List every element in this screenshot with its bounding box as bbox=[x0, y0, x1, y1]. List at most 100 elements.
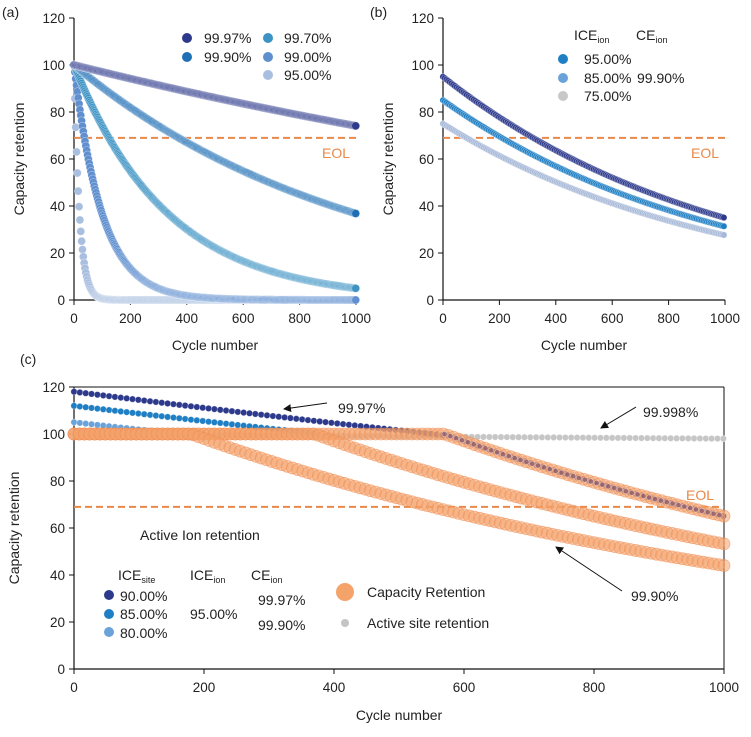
site-point bbox=[520, 433, 528, 441]
ion-point bbox=[669, 500, 676, 507]
ion-point bbox=[640, 493, 647, 499]
ion-point bbox=[546, 466, 553, 473]
panel-b-ylabel: Capacity retention bbox=[380, 103, 396, 216]
site-point bbox=[602, 434, 610, 442]
y-tick-label: 0 bbox=[57, 662, 65, 677]
ion-point bbox=[222, 420, 230, 428]
ion-point bbox=[187, 416, 195, 424]
panel-a: 0 200 400 600 800 1000 0 20 40 60 80 100 120 bbox=[42, 11, 371, 326]
site-point bbox=[673, 434, 681, 442]
site-point bbox=[655, 434, 663, 442]
ion-point bbox=[263, 411, 271, 419]
data-point bbox=[351, 284, 361, 293]
ion-point bbox=[205, 404, 213, 412]
annotation-arrow bbox=[600, 406, 637, 429]
legend-header-ice-ion: ICEion bbox=[190, 567, 225, 585]
site-point bbox=[532, 433, 540, 441]
ion-point bbox=[558, 469, 565, 476]
site-point bbox=[632, 434, 640, 442]
site-point bbox=[579, 434, 587, 442]
site-point bbox=[643, 434, 651, 442]
ion-point bbox=[117, 394, 125, 402]
legend-label: 85.00% bbox=[584, 70, 631, 86]
y-tick-label: 20 bbox=[50, 246, 65, 261]
ion-point bbox=[140, 410, 148, 418]
ion-point bbox=[292, 415, 300, 423]
legend-marker bbox=[104, 627, 114, 637]
ion-point bbox=[333, 419, 341, 427]
ion-point bbox=[76, 403, 84, 411]
site-point bbox=[591, 434, 599, 442]
ion-point bbox=[652, 496, 658, 502]
ion-point bbox=[570, 473, 577, 480]
x-tick-label: 600 bbox=[601, 311, 624, 326]
ion-point bbox=[228, 420, 236, 428]
ion-point bbox=[441, 431, 448, 437]
data-point bbox=[720, 222, 728, 230]
y-tick-label: 40 bbox=[50, 568, 65, 583]
legend-header-ce-ion: CEion bbox=[636, 27, 667, 45]
legend-marker-9500 bbox=[263, 70, 273, 80]
ion-point bbox=[88, 390, 96, 398]
ion-point bbox=[216, 419, 224, 427]
legend-label: 75.00% bbox=[584, 88, 631, 104]
legend-ice-ion-value: 95.00% bbox=[190, 606, 237, 622]
site-point bbox=[614, 434, 622, 442]
ion-point bbox=[257, 411, 265, 419]
ion-point bbox=[199, 417, 207, 425]
site-point bbox=[550, 433, 558, 441]
x-tick-label: 800 bbox=[657, 311, 680, 326]
site-point bbox=[585, 434, 593, 442]
ion-point bbox=[482, 445, 489, 452]
ion-point bbox=[345, 421, 353, 429]
ion-point bbox=[93, 391, 101, 399]
ion-point bbox=[611, 485, 618, 491]
x-tick-label: 800 bbox=[288, 311, 311, 326]
ion-point bbox=[164, 399, 172, 407]
x-tick-label: 800 bbox=[583, 680, 606, 695]
ion-point bbox=[517, 457, 524, 463]
ion-point bbox=[181, 402, 189, 410]
x-tick-label: 600 bbox=[453, 680, 476, 695]
ion-point bbox=[716, 512, 723, 518]
ion-point bbox=[216, 406, 224, 414]
y-tick-label: 80 bbox=[50, 474, 65, 489]
panel-a-xlabel: Cycle number bbox=[172, 337, 259, 353]
ion-point bbox=[70, 418, 78, 426]
x-tick-label: 400 bbox=[545, 311, 568, 326]
ion-point bbox=[470, 441, 477, 448]
x-tick-label: 1000 bbox=[709, 680, 739, 695]
ion-point bbox=[82, 389, 90, 397]
data-point bbox=[78, 245, 87, 254]
panel-a-label: (a) bbox=[2, 4, 19, 20]
ion-point bbox=[529, 460, 536, 467]
ion-point bbox=[541, 464, 547, 471]
ion-point bbox=[88, 420, 96, 428]
ion-point bbox=[535, 462, 541, 469]
site-point bbox=[713, 435, 721, 443]
ion-point bbox=[123, 408, 131, 416]
site-point bbox=[567, 434, 575, 442]
y-tick-label: 100 bbox=[411, 58, 434, 73]
x-tick-label: 1000 bbox=[710, 311, 740, 326]
ion-point bbox=[564, 471, 571, 478]
ion-point bbox=[234, 408, 242, 416]
annotation-arrow bbox=[283, 402, 328, 412]
y-tick-label: 80 bbox=[419, 105, 434, 120]
site-point bbox=[702, 435, 710, 443]
legend-marker-9997 bbox=[182, 33, 192, 43]
ion-point bbox=[327, 419, 335, 427]
ion-point bbox=[175, 414, 183, 422]
legend-marker-9900 bbox=[263, 52, 273, 62]
legend-ce-ion-value: 99.97% bbox=[258, 592, 305, 608]
data-point bbox=[720, 231, 728, 239]
y-tick-label: 100 bbox=[42, 427, 65, 442]
panel-b-xlabel: Cycle number bbox=[541, 337, 628, 353]
ion-point bbox=[523, 458, 530, 465]
panel-b-eol-label: EOL bbox=[691, 145, 719, 161]
ion-point bbox=[152, 398, 160, 406]
site-point bbox=[708, 435, 716, 443]
ion-point bbox=[93, 405, 101, 413]
data-point bbox=[351, 295, 361, 305]
